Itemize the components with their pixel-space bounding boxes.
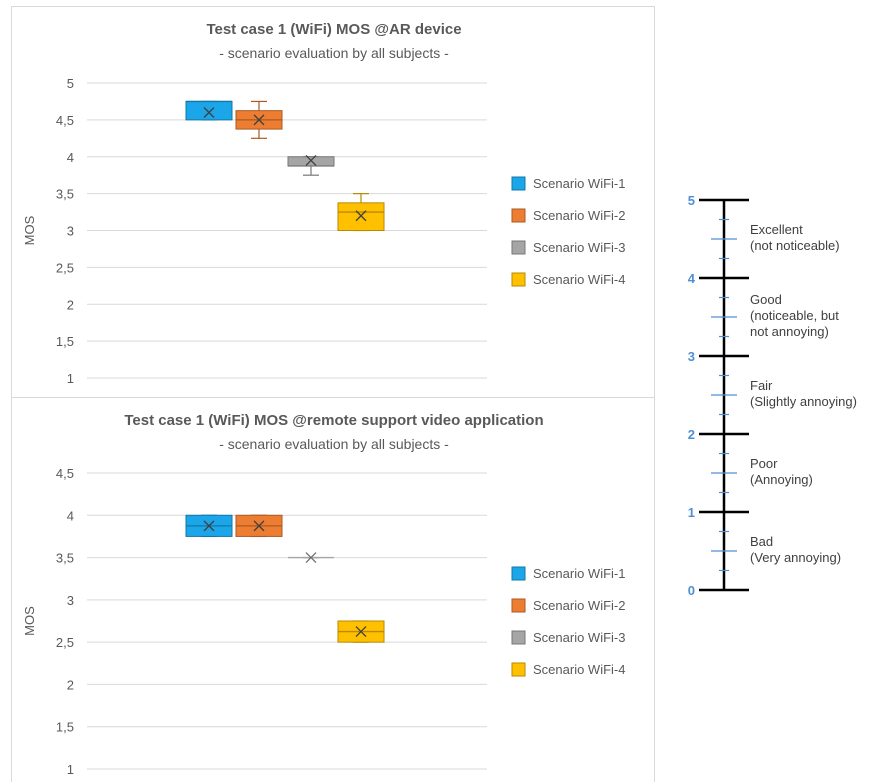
chart-title: Test case 1 (WiFi) MOS @remote support v… (124, 412, 543, 429)
legend-swatch (511, 176, 526, 191)
rating-label: not annoying) (750, 324, 829, 339)
legend-swatch (511, 566, 526, 581)
box-4 (337, 620, 385, 643)
chart-title: Test case 1 (WiFi) MOS @AR device (206, 21, 461, 38)
y-tick-label: 2 (67, 677, 74, 692)
legend-label: Scenario WiFi-1 (533, 566, 625, 581)
legend-swatch (511, 630, 526, 645)
legend-label: Scenario WiFi-2 (533, 208, 625, 223)
mean-marker (203, 107, 215, 118)
box-chart-ar-device: Test case 1 (WiFi) MOS @AR device - scena… (22, 21, 625, 386)
rating-label: (noticeable, but (750, 308, 839, 323)
rating-label: (Slightly annoying) (750, 394, 857, 409)
rating-label: (not noticeable) (750, 238, 840, 253)
rating-label: (Very annoying) (750, 550, 841, 565)
box-iqr (185, 100, 233, 121)
y-tick-label: 1,5 (56, 720, 74, 735)
legend-label: Scenario WiFi-3 (533, 240, 625, 255)
y-tick-label: 3,5 (56, 551, 74, 566)
rating-label: Fair (750, 378, 773, 393)
rating-label: (Annoying) (750, 472, 813, 487)
y-tick-label: 1,5 (56, 334, 74, 349)
scale-tick-label: 4 (688, 271, 696, 286)
chart-subtitle: - scenario evaluation by all subjects - (219, 436, 449, 452)
y-tick-label: 1 (67, 762, 74, 777)
y-tick-label: 4,5 (56, 113, 74, 128)
chart-panel-remote-support: Test case 1 (WiFi) MOS @remote support v… (11, 397, 655, 782)
y-tick-label: 3,5 (56, 187, 74, 202)
legend-label: Scenario WiFi-4 (533, 272, 625, 287)
y-tick-label: 4,5 (56, 466, 74, 481)
y-tick-label: 3 (67, 593, 74, 608)
legend-label: Scenario WiFi-2 (533, 598, 625, 613)
y-tick-label: 2,5 (56, 635, 74, 650)
rating-label: Bad (750, 534, 773, 549)
box-3 (287, 154, 335, 176)
scale-tick-label: 2 (688, 427, 695, 442)
mos-scale-svg: 5 4 3 2 1 0 Excellent(not noticeable) Good(noti… (688, 193, 857, 598)
scale-tick-label: 3 (688, 349, 695, 364)
mean-marker (203, 520, 215, 532)
y-tick-label: 2,5 (56, 260, 74, 275)
mean-marker (355, 626, 367, 638)
legend-swatch (511, 598, 526, 613)
mean-marker (355, 210, 367, 222)
mean-marker (253, 520, 265, 532)
rating-label: Excellent (750, 222, 803, 237)
y-axis-label: MOS (22, 215, 37, 245)
mean-marker (305, 154, 317, 166)
y-tick-label: 3 (67, 224, 74, 239)
box-3 (288, 552, 334, 564)
y-axis-label: MOS (22, 606, 37, 636)
legend-swatch (511, 272, 526, 287)
box-4 (337, 193, 385, 232)
legend-label: Scenario WiFi-3 (533, 630, 625, 645)
y-tick-label: 4 (67, 150, 74, 165)
legend-swatch (511, 662, 526, 677)
rating-label: Poor (750, 456, 778, 471)
scale-tick-label: 5 (688, 193, 695, 208)
y-tick-label: 4 (67, 508, 74, 523)
mos-rating-scale: 5 4 3 2 1 0 Excellent (not noticeable) Good (noti… (660, 180, 877, 605)
box-chart-remote-support: Test case 1 (WiFi) MOS @remote support v… (22, 412, 625, 777)
mean-marker (305, 552, 317, 564)
box-iqr (287, 156, 335, 167)
mean-marker (253, 114, 265, 126)
box-1 (185, 100, 233, 121)
legend-swatch (511, 240, 526, 255)
chart-subtitle: - scenario evaluation by all subjects - (219, 45, 449, 61)
scale-tick-label: 1 (688, 505, 695, 520)
chart-panel-ar-device: Test case 1 (WiFi) MOS @AR device - scena… (11, 6, 655, 398)
box-iqr (337, 202, 385, 231)
legend-label: Scenario WiFi-4 (533, 662, 625, 677)
legend-label: Scenario WiFi-1 (533, 176, 625, 191)
scale-tick-label: 0 (688, 583, 695, 598)
y-tick-label: 1 (67, 371, 74, 386)
y-tick-label: 5 (67, 76, 74, 91)
legend-swatch (511, 208, 526, 223)
rating-label: Good (750, 292, 782, 307)
y-tick-label: 2 (67, 297, 74, 312)
box-2 (235, 514, 283, 538)
box-2 (235, 100, 283, 139)
box-1 (185, 514, 233, 538)
